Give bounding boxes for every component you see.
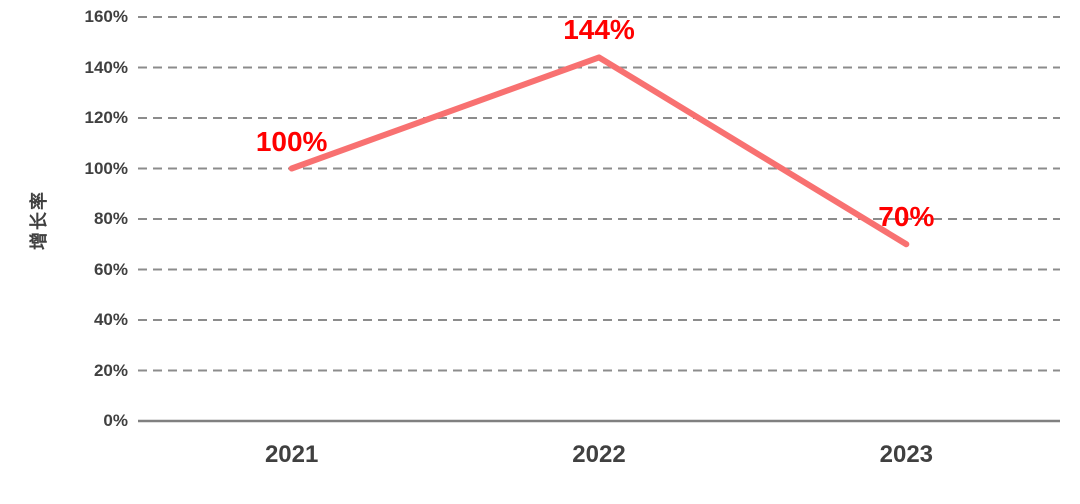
y-tick-label: 40% [93, 310, 128, 329]
y-tick-label: 120% [84, 108, 128, 127]
series-line [288, 54, 910, 248]
x-axis-label: 2021 [264, 441, 319, 468]
x-axis-label: 2023 [879, 441, 934, 468]
y-tick-label: 20% [93, 360, 128, 380]
y-tick-label: 100% [84, 158, 128, 178]
x-axis-label: 2022 [572, 441, 626, 468]
y-tick-label: 80% [93, 209, 128, 228]
data-label: 70% [878, 201, 935, 233]
y-tick-label: 160% [84, 7, 128, 26]
data-label: 144% [563, 14, 635, 46]
data-label: 100% [255, 125, 328, 157]
y-tick-label: 140% [84, 57, 128, 77]
y-tick-label: 0% [103, 411, 128, 430]
y-tick-label: 60% [93, 259, 128, 279]
